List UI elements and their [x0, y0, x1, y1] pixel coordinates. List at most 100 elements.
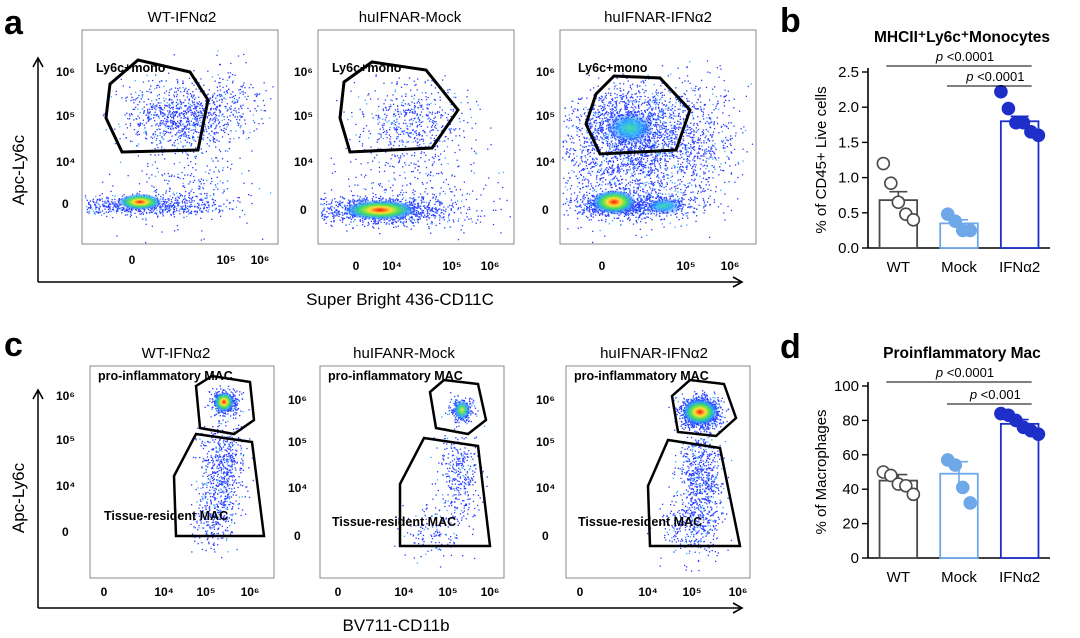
event-dot: [480, 215, 482, 217]
event-dot: [117, 207, 120, 209]
event-dot: [651, 101, 653, 103]
event-dot: [622, 96, 624, 98]
event-dot: [187, 107, 189, 109]
event-dot: [653, 145, 655, 147]
event-dot: [662, 112, 664, 115]
event-dot: [417, 213, 419, 215]
event-dot: [619, 110, 621, 112]
event-dot: [662, 104, 664, 106]
event-dot: [112, 185, 114, 187]
event-dot: [244, 87, 246, 89]
event-dot: [649, 106, 652, 108]
event-dot: [175, 91, 177, 93]
event-dot: [148, 113, 150, 115]
event-dot: [86, 208, 88, 211]
event-dot: [244, 96, 246, 98]
event-dot: [426, 206, 428, 208]
event-dot: [196, 105, 198, 108]
event-dot: [400, 86, 403, 88]
event-dot: [160, 195, 162, 198]
event-dot: [192, 118, 194, 120]
event-dot: [580, 115, 583, 117]
event-dot: [217, 94, 219, 97]
event-dot: [364, 218, 366, 220]
event-dot: [121, 207, 123, 209]
event-dot: [658, 118, 660, 121]
event-dot: [169, 125, 171, 128]
event-dot: [426, 135, 428, 137]
event-dot: [386, 137, 388, 139]
event-dot: [390, 143, 392, 145]
event-dot: [186, 141, 188, 143]
event-dot: [336, 215, 338, 217]
event-dot: [165, 179, 168, 181]
event-dot: [218, 121, 221, 123]
event-dot: [229, 141, 231, 143]
event-dot: [662, 114, 664, 116]
event-dot: [382, 109, 385, 112]
event-dot: [156, 87, 158, 89]
event-dot: [428, 120, 431, 122]
event-dot: [413, 219, 415, 221]
event-dot: [159, 107, 161, 109]
event-dot: [372, 223, 374, 225]
event-dot: [639, 85, 641, 87]
event-dot: [219, 111, 221, 113]
event-dot: [252, 87, 254, 89]
event-dot: [164, 206, 166, 208]
event-dot: [397, 199, 399, 201]
event-dot: [143, 110, 145, 112]
event-dot: [343, 217, 346, 220]
event-dot: [413, 163, 415, 165]
event-dot: [669, 109, 672, 111]
event-dot: [470, 218, 472, 220]
event-dot: [251, 182, 253, 185]
event-dot: [412, 112, 414, 114]
event-dot: [398, 160, 400, 163]
event-dot: [338, 215, 340, 217]
event-dot: [186, 124, 188, 127]
event-dot: [97, 198, 99, 201]
event-dot: [211, 119, 214, 121]
event-dot: [404, 119, 406, 121]
event-dot: [437, 208, 440, 211]
event-dot: [382, 126, 384, 128]
event-dot: [418, 133, 420, 135]
event-dot: [396, 82, 398, 85]
event-dot: [378, 197, 380, 199]
event-dot: [441, 203, 443, 205]
event-dot: [402, 222, 404, 225]
event-dot: [671, 151, 674, 154]
event-dot: [440, 187, 442, 189]
event-dot: [399, 133, 402, 135]
event-dot: [139, 190, 141, 193]
event-dot: [614, 155, 616, 157]
event-dot: [189, 192, 191, 194]
event-dot: [395, 128, 397, 131]
event-dot: [383, 124, 385, 126]
event-dot: [218, 123, 220, 125]
event-dot: [440, 115, 442, 117]
event-dot: [459, 207, 462, 209]
event-dot: [132, 99, 134, 101]
event-dot: [375, 75, 377, 77]
event-dot: [605, 133, 607, 135]
event-dot: [212, 136, 214, 138]
event-dot: [616, 77, 618, 79]
event-dot: [151, 108, 153, 110]
event-dot: [389, 187, 392, 189]
event-dot: [152, 137, 154, 139]
event-dot: [172, 111, 175, 113]
event-dot: [95, 201, 97, 204]
event-dot: [207, 93, 209, 95]
event-dot: [90, 206, 92, 208]
event-dot: [648, 142, 650, 144]
event-dot: [680, 95, 682, 98]
event-dot: [187, 154, 189, 156]
event-dot: [184, 125, 186, 127]
event-dot: [170, 198, 173, 201]
event-dot: [137, 104, 139, 106]
event-dot: [435, 209, 437, 211]
event-dot: [161, 204, 163, 206]
event-dot: [113, 205, 115, 207]
